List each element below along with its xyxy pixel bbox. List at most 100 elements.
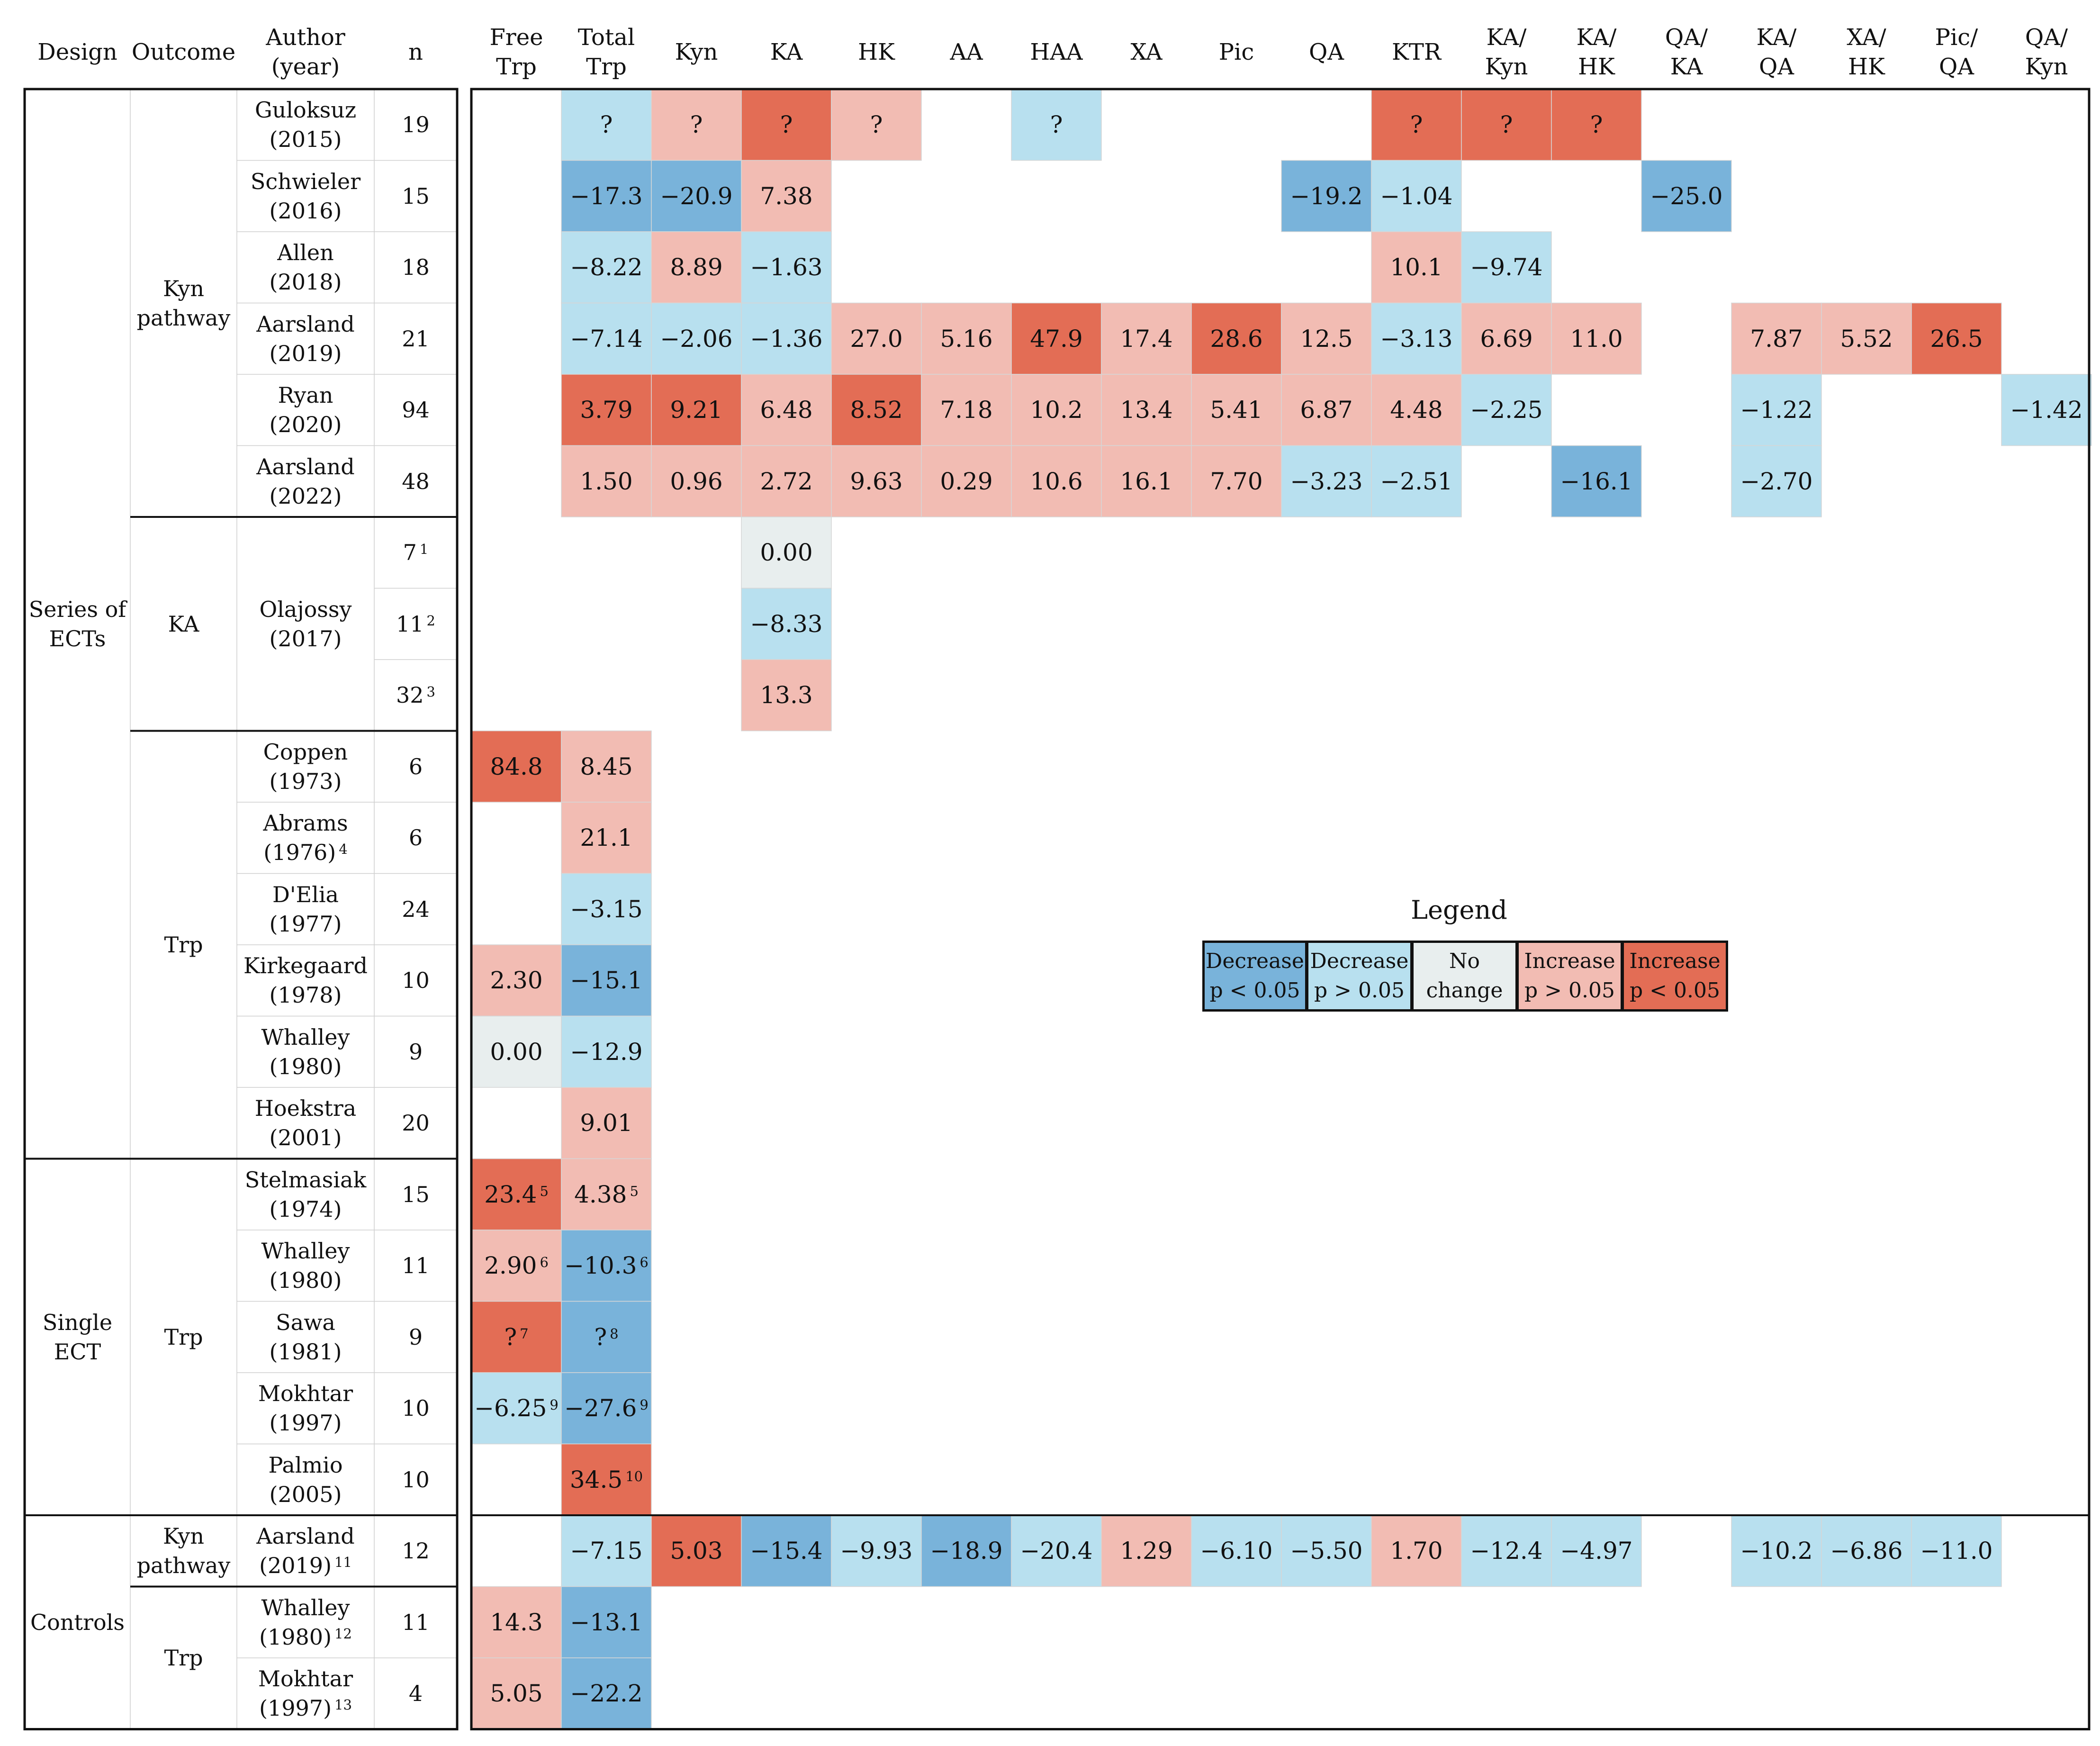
data-cell-value: ? 7 bbox=[504, 1323, 529, 1351]
data-cell-value: 13.3 bbox=[760, 681, 813, 709]
data-cell-fill bbox=[561, 302, 652, 375]
data-cell-value: ? bbox=[1410, 111, 1423, 139]
data-cell-value: 17.4 bbox=[1120, 325, 1173, 353]
design-label: Controls bbox=[30, 1609, 125, 1635]
data-cell-value: −3.13 bbox=[1380, 325, 1453, 353]
data-cell-fill bbox=[1281, 374, 1372, 446]
header-author: Author (year) bbox=[266, 24, 345, 80]
data-cell-value: 0.29 bbox=[940, 467, 993, 495]
data-cell-fill bbox=[741, 445, 832, 517]
data-cell-value: −17.3 bbox=[570, 182, 643, 210]
data-cell-fill bbox=[561, 873, 652, 945]
header-metric: QA/ KA bbox=[1665, 24, 1708, 80]
data-cell-fill bbox=[1731, 1515, 1822, 1587]
sample-size: 9 bbox=[408, 1324, 423, 1350]
data-cell-fill bbox=[561, 1087, 652, 1159]
data-cell-fill bbox=[831, 302, 922, 375]
data-cell-fill bbox=[561, 1158, 652, 1230]
data-cell-value: 6.48 bbox=[760, 396, 813, 424]
data-cell-value: −9.74 bbox=[1470, 253, 1543, 281]
author-year: Allen (2018) bbox=[269, 240, 342, 295]
data-cell-fill bbox=[561, 231, 652, 304]
data-cell-fill bbox=[1191, 445, 1282, 517]
data-cell-value: 28.6 bbox=[1210, 325, 1263, 353]
data-cell-value: −7.15 bbox=[570, 1537, 643, 1565]
data-cell-value: 2.30 bbox=[490, 967, 543, 995]
data-cell-value: −1.42 bbox=[2010, 396, 2083, 424]
header-n: n bbox=[408, 39, 423, 65]
data-cell-fill bbox=[921, 374, 1012, 446]
outcome-label: KA bbox=[168, 611, 199, 637]
footnote-marker: 10 bbox=[625, 1468, 643, 1484]
footnote-marker: 9 bbox=[640, 1397, 649, 1413]
header-metric: AA bbox=[950, 39, 983, 65]
data-cell-value: 1.50 bbox=[580, 467, 633, 495]
data-cell-fill bbox=[561, 1443, 652, 1516]
sample-size: 9 bbox=[408, 1039, 423, 1065]
author-year: Hoekstra (2001) bbox=[254, 1095, 357, 1151]
outcome-label: Trp bbox=[164, 1645, 203, 1671]
data-cell-value: ? bbox=[780, 111, 793, 139]
data-cell-fill bbox=[1011, 89, 1102, 161]
data-cell-fill bbox=[651, 445, 742, 517]
author-year: Whalley (1980) 12 bbox=[259, 1594, 352, 1650]
author-year: Aarsland (2019) bbox=[256, 311, 355, 366]
data-cell-value: 1.29 bbox=[1120, 1537, 1173, 1565]
sample-size: 48 bbox=[402, 468, 430, 494]
data-cell-value: −12.4 bbox=[1470, 1537, 1543, 1565]
data-cell-value: −25.0 bbox=[1650, 182, 1723, 210]
author-year: Guloksuz (2015) bbox=[254, 97, 357, 153]
data-cell-value: −10.2 bbox=[1740, 1537, 1813, 1565]
data-cell-fill bbox=[561, 1515, 652, 1587]
header-metric: HAA bbox=[1030, 39, 1083, 65]
data-cell-fill bbox=[651, 89, 742, 161]
data-cell-value: 6.87 bbox=[1300, 396, 1353, 424]
data-cell-fill bbox=[651, 231, 742, 304]
author-year: Olajossy (2017) bbox=[259, 596, 352, 651]
data-cell-value: 3.79 bbox=[580, 396, 633, 424]
author-year: Aarsland (2022) bbox=[256, 453, 355, 509]
data-cell-fill bbox=[2001, 374, 2092, 446]
header-metric: KA/ Kyn bbox=[1485, 24, 1528, 80]
data-cell-fill bbox=[1371, 302, 1462, 375]
data-cell-fill bbox=[651, 160, 742, 232]
table-frame bbox=[23, 88, 459, 1730]
data-cell-fill bbox=[921, 1515, 1012, 1587]
data-cell-fill bbox=[741, 302, 832, 375]
footnote-marker: 11 bbox=[334, 1554, 352, 1571]
data-cell-value: 23.4 5 bbox=[484, 1180, 549, 1208]
header-metric: Pic/ QA bbox=[1935, 24, 1978, 80]
data-cell-value: −4.97 bbox=[1560, 1537, 1633, 1565]
footnote-marker: 8 bbox=[610, 1325, 619, 1342]
data-cell-value: 27.0 bbox=[850, 325, 903, 353]
data-cell-fill bbox=[1281, 445, 1372, 517]
sample-size: 6 bbox=[408, 825, 423, 851]
data-cell-fill bbox=[561, 445, 652, 517]
data-cell-fill bbox=[1281, 302, 1372, 375]
legend-item: Increase p < 0.05 bbox=[1623, 941, 1728, 1012]
data-cell-fill bbox=[561, 1301, 652, 1373]
data-cell-fill bbox=[741, 588, 832, 660]
data-cell-value: −1.22 bbox=[1740, 396, 1813, 424]
data-cell-fill bbox=[1011, 445, 1102, 517]
header-metric: HK bbox=[858, 39, 895, 65]
data-cell-value: 0.00 bbox=[490, 1038, 543, 1066]
data-cell-fill bbox=[831, 89, 922, 161]
data-cell-fill bbox=[561, 1015, 652, 1088]
data-cell-fill bbox=[1461, 231, 1552, 304]
data-cell-fill bbox=[1281, 1515, 1372, 1587]
data-cell-fill bbox=[1281, 160, 1372, 232]
footnote-marker: 3 bbox=[426, 684, 435, 700]
header-outcome: Outcome bbox=[131, 39, 236, 65]
sample-size: 11 bbox=[402, 1609, 430, 1635]
data-cell-fill bbox=[741, 659, 832, 732]
data-cell-value: −3.15 bbox=[570, 895, 643, 923]
data-cell-value: 4.38 5 bbox=[574, 1180, 639, 1208]
data-cell-fill bbox=[471, 1586, 562, 1658]
data-cell-value: −16.1 bbox=[1560, 467, 1633, 495]
data-cell-value: 26.5 bbox=[1930, 325, 1983, 353]
sample-size: 12 bbox=[402, 1538, 430, 1564]
design-label: Single ECT bbox=[42, 1309, 113, 1365]
data-cell-fill bbox=[471, 1372, 562, 1445]
header-metric: KA bbox=[770, 39, 803, 65]
